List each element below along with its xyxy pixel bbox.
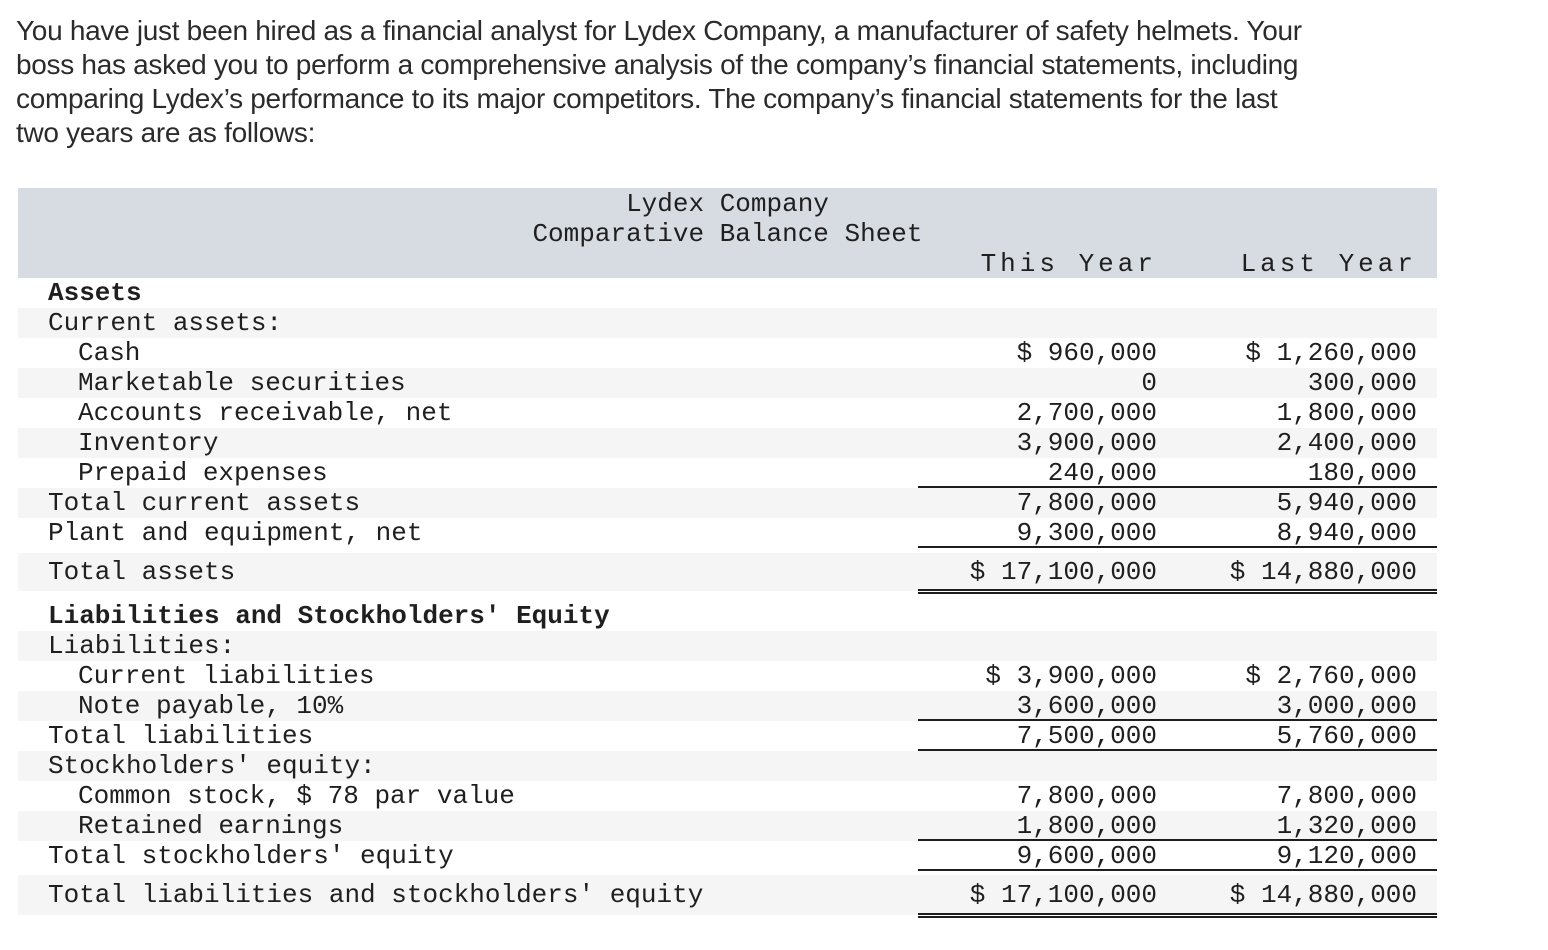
- table-row: Stockholders' equity:: [18, 751, 1437, 781]
- row-value-last-year: $ 14,880,000: [1229, 557, 1417, 587]
- row-label: Current assets:: [48, 308, 283, 338]
- row-value-this-year: 0: [1141, 368, 1157, 398]
- table-row: Current assets:: [18, 308, 1437, 338]
- row-value-last-year: 7,800,000: [1276, 781, 1417, 811]
- row-value-this-year: 3,900,000: [1016, 428, 1157, 458]
- row-label: Accounts receivable, net: [78, 398, 453, 428]
- row-value-this-year: $ 3,900,000: [985, 661, 1157, 691]
- row-value-last-year: [1157, 631, 1437, 661]
- table-row: Assets: [18, 278, 1437, 308]
- intro-paragraph: You have just been hired as a financial …: [16, 15, 1302, 148]
- table-row: Liabilities:: [18, 631, 1437, 661]
- column-header-spacer: [18, 249, 918, 279]
- row-value-this-year: $ 960,000: [1016, 338, 1157, 368]
- row-value-this-year: [918, 308, 1157, 338]
- row-value-this-year: 9,300,000: [1016, 518, 1157, 548]
- row-label: Total liabilities: [48, 721, 314, 751]
- row-value-last-year: [1157, 601, 1437, 631]
- row-value-this-year: 7,800,000: [1016, 488, 1157, 518]
- row-label: Retained earnings: [78, 811, 344, 841]
- row-value-last-year: 2,400,000: [1276, 428, 1417, 458]
- row-value-last-year: [1157, 278, 1437, 308]
- row-label: Note payable, 10%: [78, 691, 344, 721]
- table-row: Total assets $ 17,100,000 $ 14,880,000: [18, 553, 1437, 594]
- row-value-last-year: [1157, 308, 1437, 338]
- row-value-last-year: 3,000,000: [1276, 691, 1417, 721]
- row-label: Total current assets: [48, 488, 361, 518]
- table-row: Liabilities and Stockholders' Equity: [18, 601, 1437, 631]
- row-label: Liabilities and Stockholders' Equity: [48, 601, 610, 631]
- row-value-last-year: $ 2,760,000: [1245, 661, 1417, 691]
- row-value-this-year: 1,800,000: [1016, 811, 1157, 841]
- row-value-this-year: 7,800,000: [1016, 781, 1157, 811]
- table-row: Total stockholders' equity 9,600,000 9,12…: [18, 841, 1437, 871]
- row-label: Assets: [48, 278, 142, 308]
- row-label: Stockholders' equity:: [48, 751, 376, 781]
- row-value-last-year: 8,940,000: [1276, 518, 1417, 548]
- table-row: Current liabilities $ 3,900,000 $ 2,760,0…: [18, 661, 1437, 691]
- table-row: Note payable, 10% 3,600,000 3,000,000: [18, 691, 1437, 721]
- table-header: Lydex Company Comparative Balance Sheet …: [18, 188, 1437, 279]
- row-label: Cash: [78, 338, 141, 368]
- table-row: Cash $ 960,000 $ 1,260,000: [18, 338, 1437, 368]
- row-value-this-year: 3,600,000: [1016, 691, 1157, 721]
- row-value-last-year: $ 14,880,000: [1229, 880, 1417, 910]
- row-label: Marketable securities: [78, 368, 406, 398]
- column-header-last-year: Last Year: [1240, 249, 1417, 279]
- row-value-this-year: [918, 751, 1157, 781]
- row-value-last-year: 180,000: [1307, 458, 1417, 488]
- table-row: Inventory 3,900,000 2,400,000: [18, 428, 1437, 458]
- row-label: Inventory: [78, 428, 219, 458]
- table-row: Retained earnings 1,800,000 1,320,000: [18, 811, 1437, 841]
- column-header-this-year: This Year: [980, 249, 1157, 279]
- row-label: Total assets: [48, 557, 236, 587]
- table-title: Lydex Company: [626, 189, 829, 219]
- row-value-last-year: $ 1,260,000: [1245, 338, 1417, 368]
- row-value-last-year: 5,940,000: [1276, 488, 1417, 518]
- comparative-balance-sheet: Lydex Company Comparative Balance Sheet …: [18, 188, 1437, 918]
- row-value-this-year: $ 17,100,000: [969, 880, 1157, 910]
- row-label: Common stock, $ 78 par value: [78, 781, 515, 811]
- table-row: Plant and equipment, net 9,300,000 8,940,…: [18, 518, 1437, 548]
- row-value-last-year: 5,760,000: [1276, 721, 1417, 751]
- row-value-this-year: [918, 278, 1157, 308]
- row-label: Total stockholders' equity: [48, 841, 454, 871]
- table-row: Prepaid expenses 240,000 180,000: [18, 458, 1437, 488]
- row-value-this-year: 7,500,000: [1016, 721, 1157, 751]
- table-row: Total liabilities and stockholders' equi…: [18, 875, 1437, 918]
- row-value-last-year: 1,320,000: [1276, 811, 1417, 841]
- row-label: Plant and equipment, net: [48, 518, 423, 548]
- row-value-last-year: 300,000: [1307, 368, 1417, 398]
- table-row: Marketable securities 0 300,000: [18, 368, 1437, 398]
- row-label: Total liabilities and stockholders' equi…: [48, 880, 704, 910]
- row-label: Liabilities:: [48, 631, 236, 661]
- row-value-this-year: $ 17,100,000: [969, 557, 1157, 587]
- row-value-this-year: 2,700,000: [1016, 398, 1157, 428]
- column-header-row: This Year Last Year: [18, 249, 1437, 279]
- row-value-this-year: [918, 601, 1157, 631]
- row-value-this-year: 240,000: [1047, 458, 1157, 488]
- table-row: Total current assets 7,800,000 5,940,000: [18, 488, 1437, 518]
- row-value-last-year: 1,800,000: [1276, 398, 1417, 428]
- table-subtitle: Comparative Balance Sheet: [532, 219, 923, 249]
- row-value-last-year: [1157, 751, 1437, 781]
- row-value-this-year: [918, 631, 1157, 661]
- table-row: Total liabilities 7,500,000 5,760,000: [18, 721, 1437, 751]
- row-value-last-year: 9,120,000: [1276, 841, 1417, 871]
- table-row: Common stock, $ 78 par value 7,800,000 7,…: [18, 781, 1437, 811]
- row-label: Prepaid expenses: [78, 458, 328, 488]
- table-row: Accounts receivable, net 2,700,000 1,800,…: [18, 398, 1437, 428]
- row-value-this-year: 9,600,000: [1016, 841, 1157, 871]
- row-label: Current liabilities: [78, 661, 375, 691]
